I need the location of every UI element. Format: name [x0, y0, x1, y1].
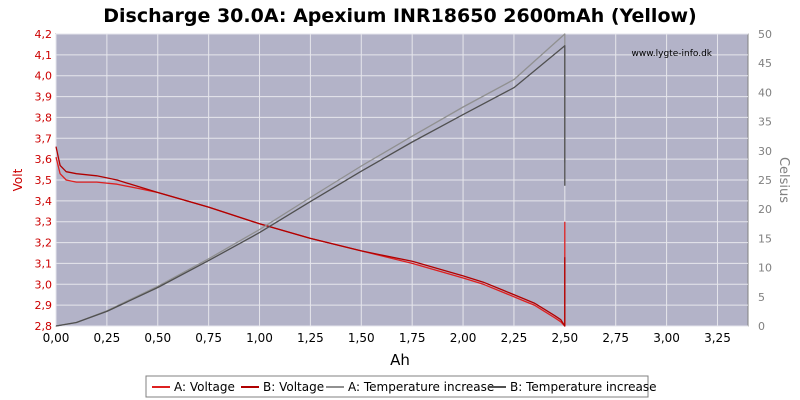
y-right-tick-label: 45 — [758, 57, 772, 70]
x-tick-label: 3,00 — [653, 331, 680, 345]
legend-label-temp-b: B: Temperature increase — [510, 380, 657, 394]
y-tick-label: 3,3 — [35, 216, 53, 229]
legend-box — [145, 375, 649, 398]
y-tick-label: 4,0 — [35, 70, 53, 83]
x-tick-label: 2,50 — [551, 331, 578, 345]
legend-label-voltage-a: A: Voltage — [174, 380, 235, 394]
x-tick-label: 1,25 — [297, 331, 324, 345]
y-tick-label: 3,8 — [35, 111, 53, 124]
x-tick-label: 0,50 — [144, 331, 171, 345]
y-tick-label: 3,1 — [35, 257, 53, 270]
y-right-axis-label: Celsius — [776, 157, 791, 203]
y-tick-label: 3,0 — [35, 278, 53, 291]
y-tick-label: 3,7 — [35, 132, 53, 145]
x-tick-label: 1,75 — [399, 331, 426, 345]
y-right-tick-label: 50 — [758, 28, 772, 41]
y-right-tick-label: 20 — [758, 203, 772, 216]
x-tick-label: 0,25 — [94, 331, 121, 345]
x-tick-label: 2,75 — [602, 331, 629, 345]
legend: A: Voltage B: Voltage A: Temperature inc… — [145, 375, 657, 398]
y-right-tick-label: 40 — [758, 86, 772, 99]
x-tick-label: 0,75 — [195, 331, 222, 345]
y-right-tick-label: 15 — [758, 232, 772, 245]
x-tick-label: 3,25 — [704, 331, 731, 345]
y-right-tick-label: 5 — [758, 291, 765, 304]
y-right-tick-label: 35 — [758, 116, 772, 129]
tick-layer: 0,00 0,25 0,50 0,75 1,00 1,25 1,50 1,75 2,00 2,25… — [35, 28, 773, 345]
y-tick-label: 3,9 — [35, 91, 53, 104]
y-right-tick-label: 10 — [758, 262, 772, 275]
y-axis-label: Volt — [11, 168, 25, 191]
y-tick-label: 4,1 — [35, 49, 53, 62]
x-tick-label: 2,00 — [450, 331, 477, 345]
grid — [55, 33, 748, 327]
x-axis-label: Ah — [390, 351, 410, 369]
y-right-tick-label: 30 — [758, 145, 772, 158]
chart-title: Discharge 30.0A: Apexium INR18650 2600mA… — [103, 5, 696, 27]
x-tick-label: 0,00 — [43, 331, 70, 345]
y-tick-label: 3,6 — [35, 153, 53, 166]
y-tick-label: 3,2 — [35, 237, 53, 250]
y-tick-label: 3,4 — [35, 195, 53, 208]
legend-label-voltage-b: B: Voltage — [263, 380, 324, 394]
y-right-tick-label: 25 — [758, 174, 772, 187]
watermark: www.lygte-info.dk — [632, 49, 713, 59]
x-tick-label: 1,00 — [246, 331, 273, 345]
x-tick-label: 1,50 — [348, 331, 375, 345]
legend-label-temp-a: A: Temperature increase — [348, 380, 494, 394]
x-tick-label: 2,25 — [501, 331, 528, 345]
y-tick-label: 2,9 — [35, 299, 53, 312]
y-tick-label: 4,2 — [35, 28, 53, 41]
series-temp-b — [55, 45, 566, 327]
series-voltage-b — [55, 146, 566, 327]
y-right-tick-label: 0 — [758, 320, 765, 333]
series-layer — [55, 33, 566, 327]
y-tick-label: 2,8 — [35, 320, 53, 333]
y-tick-label: 3,5 — [35, 174, 53, 187]
